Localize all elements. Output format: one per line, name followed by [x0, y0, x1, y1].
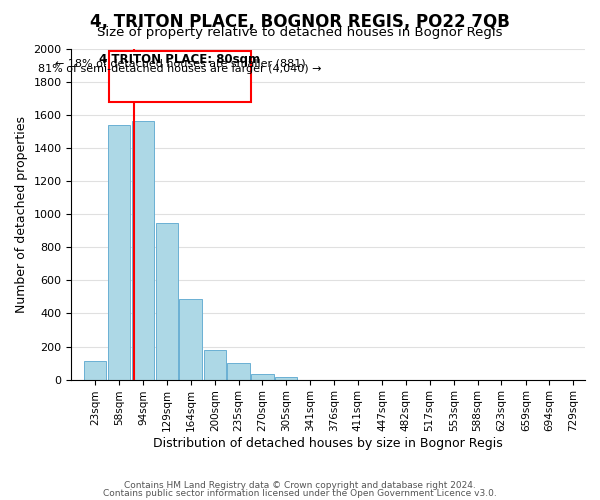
- Bar: [203, 350, 226, 380]
- Text: 4 TRITON PLACE: 80sqm: 4 TRITON PLACE: 80sqm: [100, 53, 260, 66]
- Bar: [251, 374, 274, 380]
- Y-axis label: Number of detached properties: Number of detached properties: [15, 116, 28, 313]
- Text: Size of property relative to detached houses in Bognor Regis: Size of property relative to detached ho…: [97, 26, 503, 39]
- Bar: [155, 222, 178, 380]
- Text: ← 18% of detached houses are smaller (881): ← 18% of detached houses are smaller (88…: [55, 59, 305, 69]
- Text: Contains public sector information licensed under the Open Government Licence v3: Contains public sector information licen…: [103, 488, 497, 498]
- Bar: [107, 125, 130, 380]
- Text: 81% of semi-detached houses are larger (4,040) →: 81% of semi-detached houses are larger (…: [38, 64, 322, 74]
- Text: 4, TRITON PLACE, BOGNOR REGIS, PO22 7QB: 4, TRITON PLACE, BOGNOR REGIS, PO22 7QB: [90, 12, 510, 30]
- Bar: [132, 121, 154, 380]
- Text: Contains HM Land Registry data © Crown copyright and database right 2024.: Contains HM Land Registry data © Crown c…: [124, 481, 476, 490]
- FancyBboxPatch shape: [109, 50, 251, 102]
- Bar: [275, 377, 298, 380]
- Bar: [179, 299, 202, 380]
- X-axis label: Distribution of detached houses by size in Bognor Regis: Distribution of detached houses by size …: [154, 437, 503, 450]
- Bar: [227, 363, 250, 380]
- Bar: [84, 362, 106, 380]
